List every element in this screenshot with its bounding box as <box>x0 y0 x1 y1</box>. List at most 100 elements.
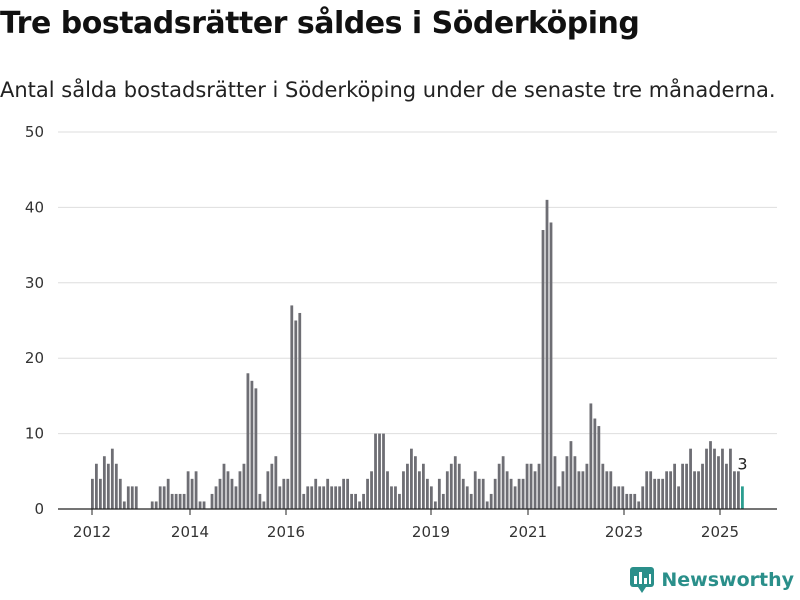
bar <box>517 478 521 509</box>
bar <box>729 448 732 509</box>
bar <box>489 493 493 509</box>
bar <box>302 493 306 509</box>
bar <box>226 471 230 509</box>
bar <box>91 478 94 509</box>
y-tick-label: 40 <box>25 198 44 216</box>
bar <box>390 486 393 509</box>
bar <box>557 486 561 509</box>
bar <box>473 471 477 509</box>
y-tick-label: 0 <box>34 500 44 518</box>
bar <box>501 456 505 509</box>
bar <box>250 380 254 509</box>
bar <box>134 486 138 509</box>
brand-name: Newsworthy <box>661 569 794 591</box>
bar <box>497 463 501 509</box>
bar <box>158 486 162 509</box>
bar <box>509 478 513 509</box>
bar <box>673 463 677 509</box>
bar <box>414 456 417 509</box>
bar <box>669 471 673 509</box>
bar <box>717 456 720 509</box>
newsworthy-logo: Newsworthy <box>629 566 794 594</box>
bar <box>314 478 318 509</box>
bar <box>186 471 190 509</box>
bar <box>174 493 178 509</box>
x-tick-label: 2025 <box>701 523 739 541</box>
bar <box>725 463 728 509</box>
bar <box>513 486 517 509</box>
bar <box>106 463 110 509</box>
bar <box>689 448 692 509</box>
bar <box>326 478 330 509</box>
bar <box>150 501 154 509</box>
bar <box>126 486 130 509</box>
x-tick-label: 2014 <box>171 523 209 541</box>
bar <box>701 463 704 509</box>
bar <box>406 463 409 509</box>
bar <box>549 222 553 510</box>
bar <box>382 433 385 509</box>
bar <box>545 199 549 510</box>
y-tick-label: 50 <box>25 123 44 141</box>
bar <box>274 456 278 509</box>
bar <box>182 493 186 509</box>
bar <box>166 478 170 509</box>
bar <box>358 501 361 509</box>
bar <box>641 486 645 509</box>
bar <box>282 478 286 509</box>
bar <box>374 433 377 509</box>
bar <box>533 471 537 509</box>
bar <box>266 471 270 509</box>
bar <box>310 486 314 509</box>
bar <box>418 471 421 509</box>
bar <box>346 478 350 509</box>
bar <box>238 471 242 509</box>
bar <box>649 471 653 509</box>
bar <box>477 478 481 509</box>
bar <box>737 471 740 509</box>
chart-title: Tre bostadsrätter såldes i Söderköping <box>0 6 640 41</box>
bar <box>421 463 425 509</box>
bar <box>461 478 465 509</box>
bar <box>441 493 445 509</box>
bar <box>481 478 485 509</box>
bar <box>693 471 696 509</box>
bar <box>661 478 665 509</box>
bar <box>198 501 202 509</box>
bar <box>378 433 381 509</box>
bar <box>493 478 497 509</box>
bar <box>697 471 700 509</box>
bar <box>721 448 724 509</box>
bar <box>709 441 712 509</box>
bar <box>469 493 473 509</box>
bar <box>453 456 457 509</box>
bar <box>118 478 122 509</box>
bar <box>597 426 601 509</box>
bar <box>485 501 489 509</box>
bar <box>621 486 625 509</box>
bar <box>573 456 577 509</box>
bar <box>681 463 684 509</box>
bar <box>637 501 641 509</box>
bar <box>505 471 509 509</box>
bar <box>577 471 581 509</box>
bar <box>561 471 565 509</box>
x-tick-label: 2023 <box>605 523 643 541</box>
bar <box>298 312 302 509</box>
bar <box>114 463 118 509</box>
bar <box>370 471 373 509</box>
chart-subtitle: Antal sålda bostadsrätter i Söderköping … <box>0 78 776 102</box>
bar <box>402 471 405 509</box>
y-tick-label: 20 <box>25 349 44 367</box>
bar <box>465 486 469 509</box>
bar <box>733 471 736 509</box>
bar <box>218 478 222 509</box>
bar <box>633 493 637 509</box>
bar <box>445 471 449 509</box>
bar <box>354 493 357 509</box>
bar <box>294 320 298 509</box>
bar <box>162 486 166 509</box>
bar <box>617 486 621 509</box>
bar <box>214 486 218 509</box>
bar <box>242 463 246 509</box>
